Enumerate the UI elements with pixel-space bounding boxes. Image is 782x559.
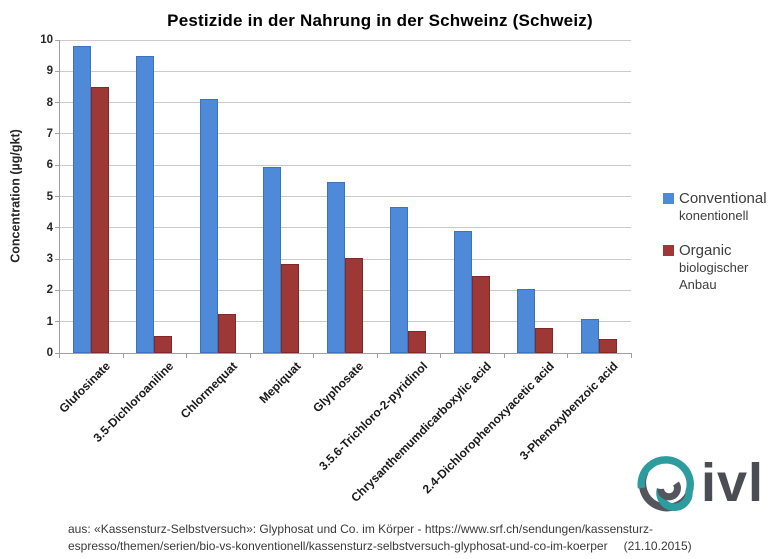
gridline [59, 70, 631, 72]
y-tick-label: 5 [46, 190, 53, 203]
y-tick-mark [55, 227, 59, 229]
bar-organic-4 [281, 263, 300, 353]
x-tick-mark [313, 354, 314, 358]
bar-conventional-7 [453, 230, 472, 353]
y-tick-label: 6 [46, 159, 53, 172]
x-tick-mark [376, 354, 378, 358]
category-label: 3.5.6-Trichloro-2-pyridinol [316, 359, 431, 474]
y-tick-label: 4 [46, 221, 53, 234]
category-label: Glufosinate [56, 359, 113, 416]
bar-conventional-9 [580, 318, 599, 353]
y-tick-mark [55, 164, 59, 166]
ivl-logo: ivl [633, 449, 781, 517]
bar-organic-1 [90, 86, 109, 353]
y-tick-mark [55, 102, 59, 104]
bar-conventional-3 [199, 99, 218, 353]
ivl-swirl-icon [637, 456, 694, 512]
chart-title: Pestizide in der Nahrung in der Schweinz… [167, 11, 593, 30]
source-date: (21.10.2015) [623, 538, 692, 553]
category-label: Chlormequat [177, 359, 240, 422]
y-tick-mark [55, 196, 59, 197]
x-tick-mark [186, 354, 187, 358]
gridline [59, 227, 631, 229]
x-tick-mark [503, 354, 505, 358]
y-tick-label: 3 [46, 253, 53, 266]
bar-conventional-1 [72, 46, 91, 353]
bar-organic-5 [344, 257, 363, 353]
bar-organic-9 [598, 338, 617, 353]
x-axis-line [59, 353, 632, 354]
bar-organic-8 [535, 327, 554, 353]
y-tick-mark [55, 258, 59, 260]
bar-organic-6 [408, 331, 427, 353]
ivl-logo-text: ivl [701, 453, 765, 513]
bar-organic-7 [471, 276, 490, 353]
category-label: Chrysanthemumdicarboxylic acid [347, 359, 494, 505]
bar-organic-2 [154, 335, 173, 353]
y-tick-label: 1 [46, 315, 53, 328]
gridline [59, 196, 631, 197]
legend-label: Organic [679, 242, 732, 259]
bar-conventional-4 [263, 166, 282, 353]
y-tick-mark [55, 352, 59, 354]
legend-sublabel: Anbau [679, 277, 717, 292]
x-tick-mark [59, 354, 60, 358]
category-label: 2.4-Dichlorophenoxyacetic acid [419, 359, 558, 497]
legend-item-organic: Organic biologischer Anbau [663, 242, 781, 293]
y-tick-mark [55, 133, 59, 135]
gridline [59, 164, 631, 166]
y-tick-label: 7 [46, 127, 53, 140]
source-line-2: espresso/themen/serien/bio-vs-konvention… [68, 538, 692, 553]
x-tick-mark [122, 354, 124, 358]
y-axis-line [59, 40, 60, 353]
y-tick-label: 0 [46, 347, 53, 359]
y-tick-mark [55, 289, 59, 291]
gridline [59, 133, 631, 135]
y-tick-label: 10 [40, 34, 53, 46]
x-tick-mark [440, 354, 441, 358]
y-tick-label: 8 [46, 96, 53, 109]
y-tick-label: 9 [46, 65, 53, 78]
x-tick-mark [567, 354, 568, 358]
y-tick-mark [55, 39, 59, 41]
x-tick-mark [249, 354, 251, 358]
y-axis-title: Concentration (µg/gkt) [8, 129, 22, 263]
bar-organic-3 [217, 313, 236, 353]
bar-conventional-8 [517, 288, 536, 353]
source-line-1: aus: «Kassensturz-Selbstversuch»: Glypho… [68, 522, 653, 536]
bar-conventional-2 [136, 55, 155, 353]
bar-conventional-5 [326, 182, 345, 353]
legend-item-conventional: Conventional konentionell [663, 190, 781, 224]
category-label: Mepiquat [256, 359, 304, 407]
source-caption: aus: «Kassensturz-Selbstversuch»: Glypho… [68, 521, 748, 554]
legend-sublabel: biologischer [679, 260, 749, 275]
gridline [59, 102, 631, 104]
bar-conventional-6 [390, 207, 409, 353]
legend-label: Conventional [679, 190, 767, 207]
category-label: Glyphosate [310, 359, 367, 416]
conventional-swatch-icon [663, 193, 674, 204]
gridline [59, 39, 631, 41]
x-tick-mark [630, 354, 632, 358]
y-tick-mark [55, 321, 59, 323]
y-tick-label: 2 [46, 284, 53, 297]
organic-swatch-icon [663, 245, 674, 256]
legend-sublabel: konentionell [679, 208, 749, 223]
y-tick-mark [55, 70, 59, 72]
legend: Conventional konentionell Organic biolog… [663, 190, 781, 311]
